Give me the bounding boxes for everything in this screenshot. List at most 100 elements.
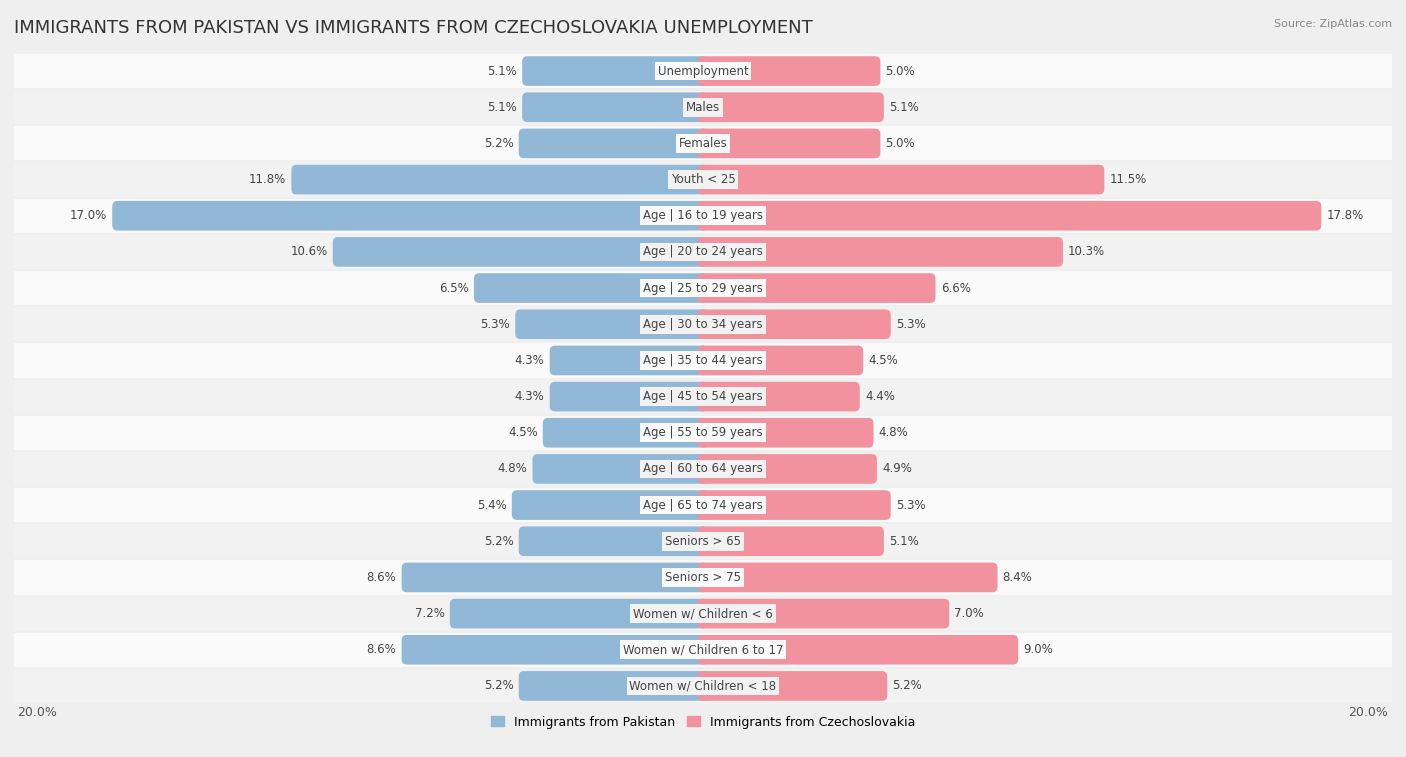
Bar (14, 415, 1392, 451)
FancyBboxPatch shape (474, 273, 709, 303)
Text: 11.5%: 11.5% (1109, 173, 1147, 186)
FancyBboxPatch shape (697, 418, 873, 447)
FancyBboxPatch shape (450, 599, 709, 628)
Text: 5.1%: 5.1% (889, 534, 918, 548)
Text: Women w/ Children 6 to 17: Women w/ Children 6 to 17 (623, 643, 783, 656)
Text: 11.8%: 11.8% (249, 173, 287, 186)
Text: 4.5%: 4.5% (508, 426, 537, 439)
Bar (14, 631, 1392, 668)
Text: 4.3%: 4.3% (515, 354, 544, 367)
FancyBboxPatch shape (550, 346, 709, 375)
Text: 4.4%: 4.4% (865, 390, 894, 403)
Text: 5.0%: 5.0% (886, 64, 915, 77)
Bar (14, 126, 1392, 161)
FancyBboxPatch shape (515, 310, 709, 339)
FancyBboxPatch shape (697, 491, 891, 520)
Text: 5.2%: 5.2% (893, 680, 922, 693)
Text: Seniors > 75: Seniors > 75 (665, 571, 741, 584)
Text: 7.2%: 7.2% (415, 607, 444, 620)
Text: Age | 65 to 74 years: Age | 65 to 74 years (643, 499, 763, 512)
FancyBboxPatch shape (697, 599, 949, 628)
Text: Women w/ Children < 6: Women w/ Children < 6 (633, 607, 773, 620)
FancyBboxPatch shape (402, 635, 709, 665)
Text: 4.8%: 4.8% (879, 426, 908, 439)
Text: 20.0%: 20.0% (17, 706, 58, 719)
FancyBboxPatch shape (697, 635, 1018, 665)
Bar (14, 559, 1392, 596)
Text: 5.2%: 5.2% (484, 680, 513, 693)
Text: Youth < 25: Youth < 25 (671, 173, 735, 186)
Bar (14, 451, 1392, 487)
Bar (14, 161, 1392, 198)
Text: 4.5%: 4.5% (869, 354, 898, 367)
Text: Age | 45 to 54 years: Age | 45 to 54 years (643, 390, 763, 403)
FancyBboxPatch shape (519, 129, 709, 158)
Text: Age | 60 to 64 years: Age | 60 to 64 years (643, 463, 763, 475)
Bar (14, 270, 1392, 306)
FancyBboxPatch shape (333, 237, 709, 266)
Text: Age | 35 to 44 years: Age | 35 to 44 years (643, 354, 763, 367)
Text: Unemployment: Unemployment (658, 64, 748, 77)
Bar (14, 198, 1392, 234)
FancyBboxPatch shape (697, 346, 863, 375)
Legend: Immigrants from Pakistan, Immigrants from Czechoslovakia: Immigrants from Pakistan, Immigrants fro… (486, 711, 920, 734)
FancyBboxPatch shape (697, 237, 1063, 266)
FancyBboxPatch shape (697, 92, 884, 122)
FancyBboxPatch shape (533, 454, 709, 484)
Text: 5.3%: 5.3% (481, 318, 510, 331)
FancyBboxPatch shape (697, 273, 935, 303)
Text: 8.4%: 8.4% (1002, 571, 1032, 584)
Text: Women w/ Children < 18: Women w/ Children < 18 (630, 680, 776, 693)
FancyBboxPatch shape (697, 56, 880, 86)
Text: Age | 25 to 29 years: Age | 25 to 29 years (643, 282, 763, 294)
Text: 8.6%: 8.6% (367, 643, 396, 656)
Text: Source: ZipAtlas.com: Source: ZipAtlas.com (1274, 19, 1392, 29)
FancyBboxPatch shape (697, 129, 880, 158)
Text: 5.0%: 5.0% (886, 137, 915, 150)
Bar (14, 306, 1392, 342)
Bar (14, 342, 1392, 378)
FancyBboxPatch shape (543, 418, 709, 447)
FancyBboxPatch shape (697, 526, 884, 556)
Text: 5.3%: 5.3% (896, 499, 925, 512)
Bar (14, 487, 1392, 523)
Text: 6.6%: 6.6% (941, 282, 970, 294)
Bar (14, 234, 1392, 270)
FancyBboxPatch shape (522, 56, 709, 86)
Text: 10.6%: 10.6% (290, 245, 328, 258)
Text: 17.8%: 17.8% (1326, 209, 1364, 223)
FancyBboxPatch shape (697, 165, 1104, 195)
Text: 5.1%: 5.1% (488, 64, 517, 77)
Bar (14, 89, 1392, 126)
FancyBboxPatch shape (402, 562, 709, 592)
FancyBboxPatch shape (522, 92, 709, 122)
Text: 4.8%: 4.8% (498, 463, 527, 475)
Text: 5.2%: 5.2% (484, 534, 513, 548)
FancyBboxPatch shape (512, 491, 709, 520)
FancyBboxPatch shape (550, 382, 709, 411)
Text: Age | 30 to 34 years: Age | 30 to 34 years (643, 318, 763, 331)
FancyBboxPatch shape (112, 201, 709, 231)
Text: Age | 16 to 19 years: Age | 16 to 19 years (643, 209, 763, 223)
Text: 4.3%: 4.3% (515, 390, 544, 403)
Text: 5.1%: 5.1% (488, 101, 517, 114)
FancyBboxPatch shape (291, 165, 709, 195)
Bar (14, 523, 1392, 559)
Text: 4.9%: 4.9% (882, 463, 912, 475)
Text: 5.3%: 5.3% (896, 318, 925, 331)
Bar (14, 378, 1392, 415)
Text: Age | 20 to 24 years: Age | 20 to 24 years (643, 245, 763, 258)
FancyBboxPatch shape (697, 382, 859, 411)
Text: 5.2%: 5.2% (484, 137, 513, 150)
FancyBboxPatch shape (697, 671, 887, 701)
Text: Females: Females (679, 137, 727, 150)
Bar (14, 596, 1392, 631)
FancyBboxPatch shape (519, 526, 709, 556)
Text: Age | 55 to 59 years: Age | 55 to 59 years (643, 426, 763, 439)
Text: Seniors > 65: Seniors > 65 (665, 534, 741, 548)
Text: 5.4%: 5.4% (477, 499, 506, 512)
Text: 7.0%: 7.0% (955, 607, 984, 620)
Text: 5.1%: 5.1% (889, 101, 918, 114)
Text: 20.0%: 20.0% (1348, 706, 1389, 719)
Text: 17.0%: 17.0% (70, 209, 107, 223)
